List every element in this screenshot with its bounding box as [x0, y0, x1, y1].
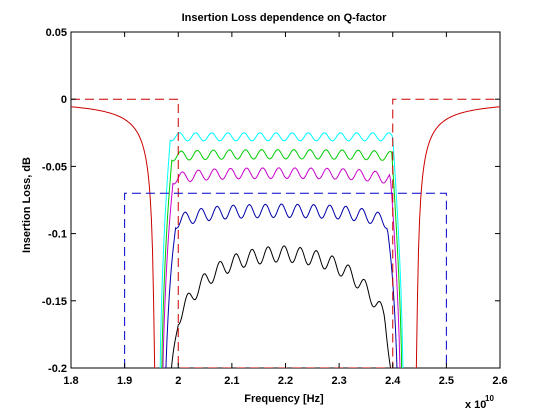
series-line-1	[161, 149, 403, 368]
x-tick-label: 2.2	[278, 375, 293, 387]
x-multiplier-exponent: 10	[485, 394, 494, 403]
x-multiplier-label: x 10	[465, 399, 486, 411]
y-tick-label: -0.05	[42, 161, 67, 173]
series-line-3	[165, 203, 398, 368]
plot-frame	[70, 31, 501, 369]
series-group	[71, 98, 500, 368]
x-tick-label: 2.6	[492, 375, 507, 387]
series-line-6	[71, 98, 500, 368]
x-tick-label: 1.8	[63, 375, 78, 387]
y-tick-label: -0.15	[42, 296, 67, 308]
series-line-0	[159, 132, 404, 368]
x-tick-label: 2	[175, 375, 181, 387]
y-tick-label: -0.2	[48, 363, 67, 375]
series-line-7	[124, 192, 447, 368]
x-axis-label: Frequency [Hz]	[244, 393, 324, 405]
chart-title: Insertion Loss dependence on Q-factor	[182, 12, 387, 24]
y-axis-label: Insertion Loss, dB	[21, 157, 33, 253]
series-line-4	[170, 245, 392, 368]
y-tick-label: 0.05	[46, 27, 67, 39]
x-tick-label: 2.4	[385, 375, 401, 387]
series-line-5	[71, 106, 500, 368]
x-tick-label: 2.5	[439, 375, 454, 387]
y-tick-label: -0.1	[48, 229, 67, 241]
plot-area	[70, 31, 501, 369]
x-tick-label: 1.9	[117, 375, 132, 387]
series-line-2	[162, 167, 401, 368]
y-axis-ticks: 0.05 0 -0.05 -0.1 -0.15 -0.2	[42, 27, 500, 375]
x-tick-label: 2.3	[331, 375, 346, 387]
x-tick-label: 2.1	[224, 375, 239, 387]
x-axis-ticks: 1.8 1.9 2 2.1 2.2 2.3 2.4 2.5 2.6	[63, 32, 508, 387]
y-tick-label: 0	[61, 94, 67, 106]
